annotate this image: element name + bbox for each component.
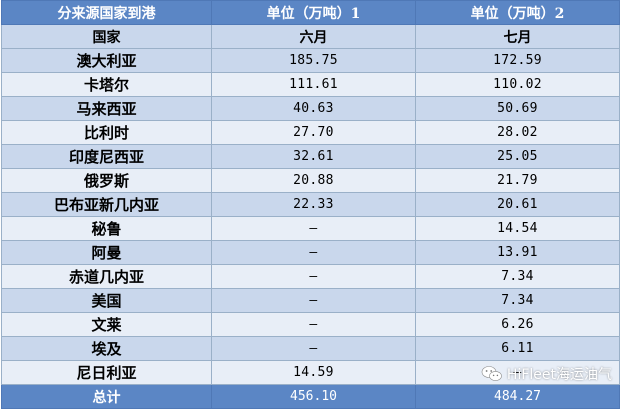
july-value-cell: — xyxy=(415,360,620,385)
july-value-cell: 25.05 xyxy=(415,144,620,169)
july-value-cell: 50.69 xyxy=(415,96,620,121)
july-value-cell: 110.02 xyxy=(415,72,620,97)
july-value-cell: 6.11 xyxy=(415,336,620,361)
july-value-cell: 172.59 xyxy=(415,48,620,73)
table-row: 文莱 —6.26 xyxy=(1,312,620,337)
country-cell: 秘鲁 xyxy=(1,216,212,241)
table-row: 埃及 —6.11 xyxy=(1,336,620,361)
table-row: 比利时 27.70 28.02 xyxy=(1,120,620,145)
july-value-cell: 7.34 xyxy=(415,264,620,289)
table-row: 尼日利亚 14.59— xyxy=(1,360,620,385)
june-value-cell: — xyxy=(211,264,416,289)
table-row: 秘鲁 —14.54 xyxy=(1,216,620,241)
june-value-cell: 111.61 xyxy=(211,72,416,97)
subheader-june: 六月 xyxy=(211,24,416,49)
subheader-country: 国家 xyxy=(1,24,212,49)
july-value-cell: 21.79 xyxy=(415,168,620,193)
header-unit-2: 单位（万吨）2 xyxy=(415,0,620,25)
june-value-cell: 22.33 xyxy=(211,192,416,217)
country-cell: 印度尼西亚 xyxy=(1,144,212,169)
july-value-cell: 7.34 xyxy=(415,288,620,313)
table-row: 卡塔尔 111.61 110.02 xyxy=(1,72,620,97)
country-cell: 赤道几内亚 xyxy=(1,264,212,289)
june-value-cell: 185.75 xyxy=(211,48,416,73)
july-value-cell: 6.26 xyxy=(415,312,620,337)
country-cell: 俄罗斯 xyxy=(1,168,212,193)
country-cell: 马来西亚 xyxy=(1,96,212,121)
june-value-cell: 14.59 xyxy=(211,360,416,385)
july-value-cell: 28.02 xyxy=(415,120,620,145)
country-cell: 澳大利亚 xyxy=(1,48,212,73)
header-unit-1: 单位（万吨）1 xyxy=(211,0,416,25)
july-value-cell: 20.61 xyxy=(415,192,620,217)
july-value-cell: 14.54 xyxy=(415,216,620,241)
june-value-cell: 32.61 xyxy=(211,144,416,169)
june-value-cell: — xyxy=(211,336,416,361)
table-row: 马来西亚 40.63 50.69 xyxy=(1,96,620,121)
table-total-row: 总计 456.10 484.27 xyxy=(1,384,620,409)
table-row: 澳大利亚 185.75 172.59 xyxy=(1,48,620,73)
country-cell: 巴布亚新几内亚 xyxy=(1,192,212,217)
country-cell: 文莱 xyxy=(1,312,212,337)
june-value-cell: 20.88 xyxy=(211,168,416,193)
total-label: 总计 xyxy=(1,384,212,409)
country-cell: 美国 xyxy=(1,288,212,313)
june-value-cell: — xyxy=(211,288,416,313)
table-row: 美国 —7.34 xyxy=(1,288,620,313)
country-cell: 阿曼 xyxy=(1,240,212,265)
june-value-cell: 40.63 xyxy=(211,96,416,121)
table-row: 俄罗斯 20.88 21.79 xyxy=(1,168,620,193)
table-row: 巴布亚新几内亚 22.33 20.61 xyxy=(1,192,620,217)
june-value-cell: — xyxy=(211,312,416,337)
country-cell: 尼日利亚 xyxy=(1,360,212,385)
june-value-cell: — xyxy=(211,216,416,241)
june-value-cell: 27.70 xyxy=(211,120,416,145)
table-row: 赤道几内亚 —7.34 xyxy=(1,264,620,289)
june-value-cell: — xyxy=(211,240,416,265)
subheader-july: 七月 xyxy=(415,24,620,49)
table-row: 阿曼 —13.91 xyxy=(1,240,620,265)
country-cell: 比利时 xyxy=(1,120,212,145)
country-cell: 卡塔尔 xyxy=(1,72,212,97)
country-cell: 埃及 xyxy=(1,336,212,361)
table-header-row: 分来源国家到港 单位（万吨）1 单位（万吨）2 xyxy=(1,0,620,25)
header-source-country: 分来源国家到港 xyxy=(1,0,212,25)
table-subheader-row: 国家 六月 七月 xyxy=(1,24,620,49)
total-june-value: 456.10 xyxy=(211,384,416,409)
table-row: 印度尼西亚 32.61 25.05 xyxy=(1,144,620,169)
july-value-cell: 13.91 xyxy=(415,240,620,265)
total-july-value: 484.27 xyxy=(415,384,620,409)
